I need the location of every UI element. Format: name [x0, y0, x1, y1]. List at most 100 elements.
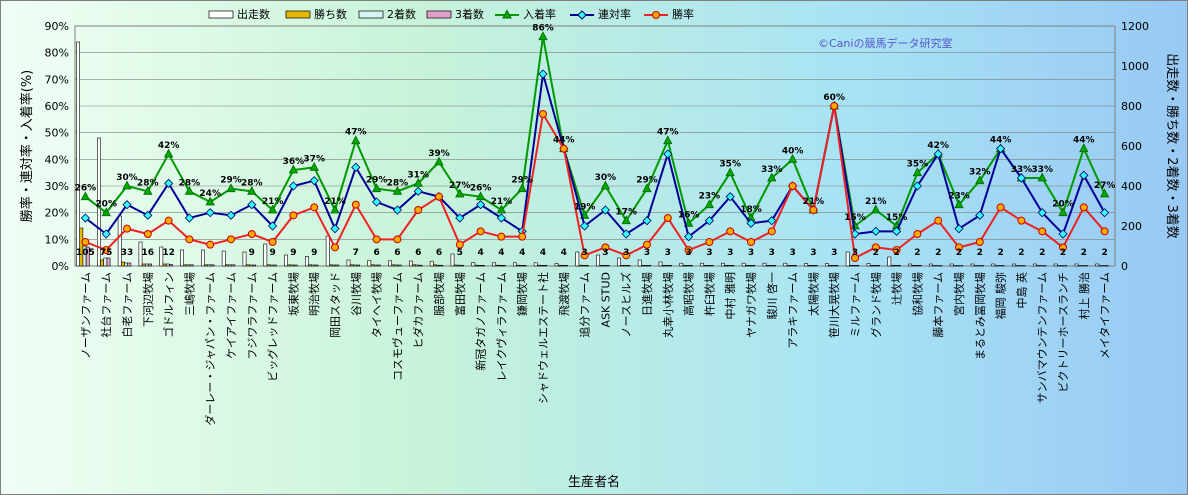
bar: [76, 41, 81, 267]
bar: [564, 265, 569, 267]
series-line: [84, 73, 1106, 239]
point: [871, 226, 881, 236]
bar: [748, 265, 753, 267]
data-label: 3: [685, 248, 691, 258]
bar: [703, 265, 708, 267]
x-tick-label: 白老ファーム: [120, 272, 134, 338]
bar: [727, 265, 732, 267]
point: [538, 69, 548, 79]
x-tick-label: 服部牧場: [432, 272, 446, 316]
bar: [810, 265, 815, 267]
point: [476, 227, 485, 236]
data-label: 2: [977, 248, 983, 258]
x-tick-label: 福岡 駿弥: [994, 272, 1008, 320]
x-tick-label: 富田牧場: [453, 272, 467, 316]
data-label: 75: [100, 248, 113, 258]
point: [435, 192, 443, 201]
bar: [751, 265, 756, 267]
point: [164, 178, 174, 188]
bar: [724, 265, 729, 267]
point: [392, 185, 403, 195]
bar: [189, 264, 194, 267]
data-label: 21%: [324, 197, 346, 207]
data-label: 3: [665, 248, 671, 258]
bar: [501, 265, 506, 267]
point: [830, 102, 839, 110]
data-label: 2: [997, 248, 1003, 258]
bar: [263, 243, 268, 267]
bar: [394, 264, 399, 267]
point: [933, 149, 943, 159]
x-tick-label: 中島 英: [1014, 272, 1028, 309]
data-label: 3: [644, 248, 650, 258]
y-tick-label-left: 10%: [45, 233, 69, 246]
point: [663, 135, 673, 145]
point: [455, 213, 465, 223]
data-label: 17%: [615, 208, 637, 218]
data-label: 2: [1018, 248, 1024, 258]
bar: [325, 235, 330, 267]
bar: [287, 264, 292, 267]
bar: [869, 265, 874, 267]
y-tick-label-right: 600: [1121, 140, 1142, 153]
point: [912, 181, 922, 191]
bar: [207, 264, 212, 267]
y-axis-title-left: 勝率・連対率・入着率(%): [19, 70, 35, 223]
bar: [584, 265, 589, 267]
data-label: 19%: [574, 202, 596, 212]
bar: [311, 264, 316, 267]
point: [143, 230, 152, 238]
point: [517, 183, 527, 193]
y-tick-label-right: 1000: [1121, 60, 1149, 73]
x-tick-label: 岡田スタッド: [329, 272, 342, 338]
x-tick-label: ヒダカファーム: [411, 272, 425, 349]
bar: [429, 260, 434, 267]
bar: [450, 253, 455, 267]
x-tick-label: ASK STUD: [599, 272, 612, 327]
x-tick-label: 追分ファーム: [578, 272, 592, 338]
x-tick-label: メイタイファーム: [1099, 272, 1112, 359]
point: [1079, 203, 1088, 212]
data-label: 60%: [823, 93, 845, 103]
point: [683, 217, 694, 227]
point: [455, 188, 465, 198]
point: [101, 229, 111, 239]
point: [122, 180, 132, 190]
point: [601, 243, 610, 252]
bar: [204, 264, 209, 267]
point: [955, 243, 963, 252]
point: [996, 144, 1006, 154]
x-axis-title: 生産者名: [568, 474, 620, 490]
plot-area: [74, 25, 1116, 267]
data-label: 18%: [740, 205, 762, 215]
bar: [616, 257, 621, 267]
point: [372, 235, 381, 244]
bar: [599, 265, 604, 267]
bar: [887, 256, 892, 267]
x-tick-label: シャドウェルエステート社: [536, 272, 550, 404]
bar: [893, 265, 898, 267]
point: [643, 240, 651, 249]
data-label: 3: [810, 248, 816, 258]
bar: [741, 262, 746, 267]
bar: [575, 251, 580, 267]
point: [622, 251, 631, 260]
point: [268, 238, 277, 246]
data-label: 15%: [886, 213, 908, 223]
point: [496, 204, 507, 214]
point: [288, 181, 298, 191]
data-label: 2: [1101, 248, 1107, 258]
legend-label: 勝率: [672, 7, 694, 21]
x-tick-label: 社台ファーム: [99, 272, 113, 338]
x-tick-label: まるとみ冨岡牧場: [973, 272, 987, 360]
bar: [201, 249, 205, 267]
point: [538, 31, 548, 41]
x-tick-label: ケイアイファーム: [225, 272, 238, 359]
x-tick-label: 藤本ファーム: [931, 272, 945, 338]
data-label: 6: [436, 248, 442, 258]
bar: [970, 263, 975, 267]
data-label: 28%: [179, 178, 201, 188]
bar: [439, 264, 444, 267]
bar: [370, 264, 375, 267]
bar: [308, 264, 313, 267]
